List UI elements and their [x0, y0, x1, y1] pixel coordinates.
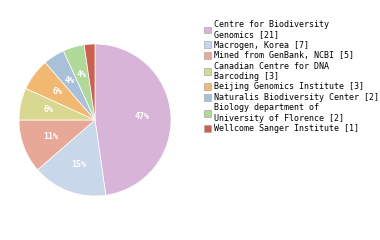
Legend: Centre for Biodiversity
Genomics [21], Macrogen, Korea [7], Mined from GenBank, : Centre for Biodiversity Genomics [21], M…	[204, 20, 380, 133]
Wedge shape	[38, 120, 106, 196]
Text: 15%: 15%	[71, 160, 86, 169]
Wedge shape	[45, 51, 95, 120]
Wedge shape	[84, 44, 95, 120]
Text: 6%: 6%	[44, 106, 54, 114]
Text: 11%: 11%	[43, 132, 59, 141]
Text: 47%: 47%	[135, 112, 149, 121]
Wedge shape	[19, 88, 95, 120]
Wedge shape	[63, 45, 95, 120]
Text: 4%: 4%	[77, 70, 87, 79]
Wedge shape	[26, 63, 95, 120]
Text: 6%: 6%	[52, 87, 62, 96]
Wedge shape	[19, 120, 95, 170]
Text: 4%: 4%	[65, 76, 74, 85]
Wedge shape	[95, 44, 171, 195]
